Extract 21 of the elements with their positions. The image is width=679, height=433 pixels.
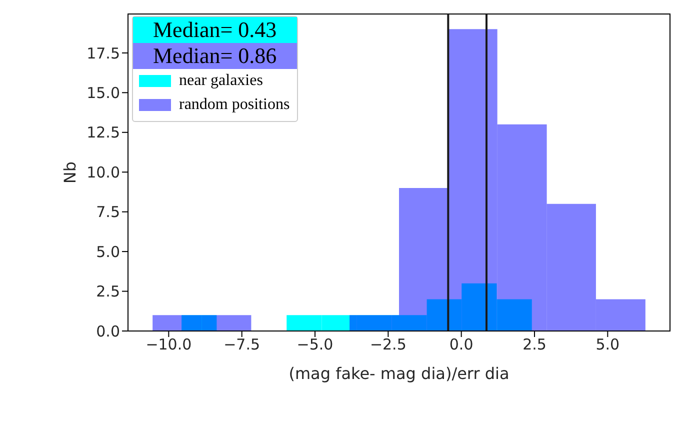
x-tick-label: −10.0 — [146, 336, 192, 354]
y-tick-label: 7.5 — [96, 203, 120, 222]
y-tick-label: 15.0 — [86, 84, 120, 102]
legend-label: random positions — [179, 95, 290, 115]
y-tick-label: 17.5 — [86, 44, 120, 62]
x-tick-label: 5.0 — [596, 336, 620, 354]
y-tick-label: 2.5 — [96, 282, 120, 301]
y-tick-label: 5.0 — [96, 242, 120, 261]
annotation: Median= 0.43 — [133, 17, 297, 43]
y-tick-label: 10.0 — [86, 163, 120, 182]
x-tick-label: −5.0 — [296, 336, 334, 354]
y-tick-label: 0.0 — [96, 322, 120, 340]
y-tick-label: 12.5 — [86, 124, 120, 142]
legend-label: near galaxies — [179, 71, 263, 91]
x-tick-label: −7.5 — [224, 336, 260, 354]
annotation: Median= 0.86 — [133, 43, 297, 69]
x-tick-label: 0.0 — [449, 336, 474, 354]
x-tick-label: −2.5 — [370, 336, 406, 354]
y-axis-title: Nb — [60, 161, 80, 184]
x-tick-label: 2.5 — [522, 336, 546, 354]
x-axis-title: (mag fake- mag dia)/err dia — [288, 364, 510, 383]
